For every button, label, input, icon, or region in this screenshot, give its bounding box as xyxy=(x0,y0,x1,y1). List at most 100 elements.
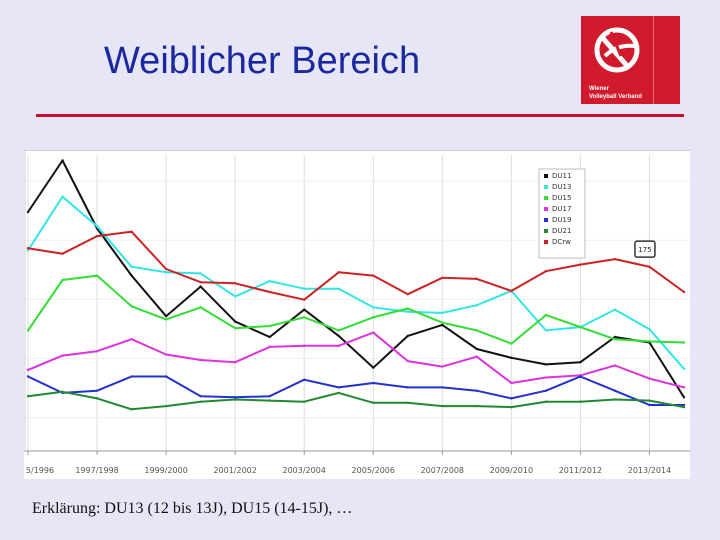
data-point-du21 xyxy=(372,401,375,404)
data-point-du15 xyxy=(682,341,686,344)
data-point-du15 xyxy=(648,340,651,343)
data-point-du13 xyxy=(233,295,237,298)
data-point-du17 xyxy=(199,358,202,362)
data-point-du21 xyxy=(648,399,651,402)
data-point-du15 xyxy=(303,316,306,319)
data-point-du19 xyxy=(233,396,237,399)
page-title: Weiblicher Bereich xyxy=(104,40,421,82)
legend-swatch-du19 xyxy=(544,218,548,222)
data-point-dcrw xyxy=(199,280,202,284)
data-point-du17 xyxy=(406,359,409,363)
data-point-du19 xyxy=(372,381,375,385)
data-point-du15 xyxy=(544,313,548,317)
data-point-du15 xyxy=(233,327,237,330)
data-point-du15 xyxy=(164,318,168,321)
x-tick-label: 2013/2014 xyxy=(628,466,671,475)
data-point-du13 xyxy=(475,303,479,307)
data-point-du15 xyxy=(337,329,340,332)
legend-label-du11: DU11 xyxy=(552,172,571,180)
data-point-du13 xyxy=(130,265,133,269)
data-point-du19 xyxy=(26,375,30,378)
x-tick-label: 1997/1998 xyxy=(75,466,118,475)
series-line-du17 xyxy=(27,331,685,389)
series-line-du19 xyxy=(27,375,684,406)
data-point-dcrw xyxy=(372,274,375,277)
x-tick-label: 1999/2000 xyxy=(144,466,187,475)
data-point-du17 xyxy=(441,365,444,368)
data-point-du17 xyxy=(337,344,340,347)
data-point-dcrw xyxy=(441,276,444,279)
data-point-du19 xyxy=(303,378,306,381)
x-tick-label: 2007/2008 xyxy=(421,466,464,475)
series-line-du11 xyxy=(27,159,685,398)
data-point-du15 xyxy=(579,325,582,329)
logo-divider xyxy=(653,16,654,104)
legend-swatch-du13 xyxy=(544,185,548,189)
data-point-du11 xyxy=(199,285,202,288)
data-point-du19 xyxy=(613,389,617,392)
data-point-dcrw xyxy=(233,282,237,285)
x-tick-label: 2001/2002 xyxy=(213,466,256,475)
data-point-du11 xyxy=(406,334,409,338)
data-point-dcrw xyxy=(130,230,133,233)
data-point-dcrw xyxy=(61,252,64,255)
data-point-du11 xyxy=(303,308,306,311)
data-point-du15 xyxy=(95,274,99,277)
data-point-du19 xyxy=(648,403,651,407)
data-point-du15 xyxy=(441,321,444,324)
data-point-du19 xyxy=(475,389,479,392)
data-point-du21 xyxy=(544,400,548,403)
legend-label-dcrw: DCrw xyxy=(552,238,571,246)
data-point-du11 xyxy=(441,323,444,327)
data-point-du13 xyxy=(337,287,340,290)
data-point-du17 xyxy=(95,350,99,353)
data-point-du11 xyxy=(682,396,686,399)
x-tick-label: 2011/2012 xyxy=(559,466,602,475)
data-point-du17 xyxy=(372,331,375,334)
data-point-du15 xyxy=(199,306,202,309)
legend-label-du17: DU17 xyxy=(552,205,571,213)
data-point-du15 xyxy=(26,329,30,332)
legend-label-du19: DU19 xyxy=(552,216,571,224)
data-point-du21 xyxy=(268,399,271,402)
data-point-dcrw xyxy=(337,271,340,274)
data-point-du11 xyxy=(579,361,582,364)
wvv-logo: Wiener Volleyball Verband xyxy=(581,16,680,104)
data-point-du11 xyxy=(268,335,271,339)
data-point-du19 xyxy=(510,397,513,400)
data-point-du13 xyxy=(164,271,168,274)
data-point-du21 xyxy=(61,390,64,393)
data-point-dcrw xyxy=(406,293,409,296)
x-tick-layer: 5/1996 1997/1998 1999/2000 2001/2002 2003/20… xyxy=(26,451,671,475)
x-tick-label: 2005/2006 xyxy=(352,466,395,475)
data-point-du21 xyxy=(164,404,168,408)
data-point-du17 xyxy=(233,361,237,364)
data-point-du13 xyxy=(406,310,409,313)
data-point-du19 xyxy=(579,375,582,378)
title-underline xyxy=(36,114,684,117)
data-point-du19 xyxy=(682,403,686,407)
data-point-du21 xyxy=(199,400,202,403)
series-line-du15 xyxy=(27,274,685,345)
series-layer xyxy=(26,159,686,411)
data-point-du13 xyxy=(199,272,202,275)
data-point-du19 xyxy=(441,386,444,389)
data-point-du11 xyxy=(337,334,340,338)
legend: DU11 DU13 DU15 DU17 DU19 DU21 DCrw xyxy=(538,168,586,259)
data-point-du21 xyxy=(26,394,30,398)
data-point-du15 xyxy=(406,307,409,310)
series-line-du13 xyxy=(27,195,685,370)
legend-label-du13: DU13 xyxy=(552,183,571,191)
data-point-du13 xyxy=(441,311,444,315)
legend-label-du21: DU21 xyxy=(552,227,571,235)
data-point-du21 xyxy=(406,401,409,404)
legend-swatch-du21 xyxy=(544,229,548,233)
logo-text-line2: Volleyball Verband xyxy=(589,94,642,100)
data-point-du17 xyxy=(648,377,651,380)
data-point-du21 xyxy=(130,408,133,411)
data-point-du15 xyxy=(475,329,479,332)
data-point-du17 xyxy=(26,368,30,372)
data-point-du21 xyxy=(441,404,444,408)
data-point-dcrw xyxy=(579,263,582,266)
data-point-dcrw xyxy=(613,257,617,261)
